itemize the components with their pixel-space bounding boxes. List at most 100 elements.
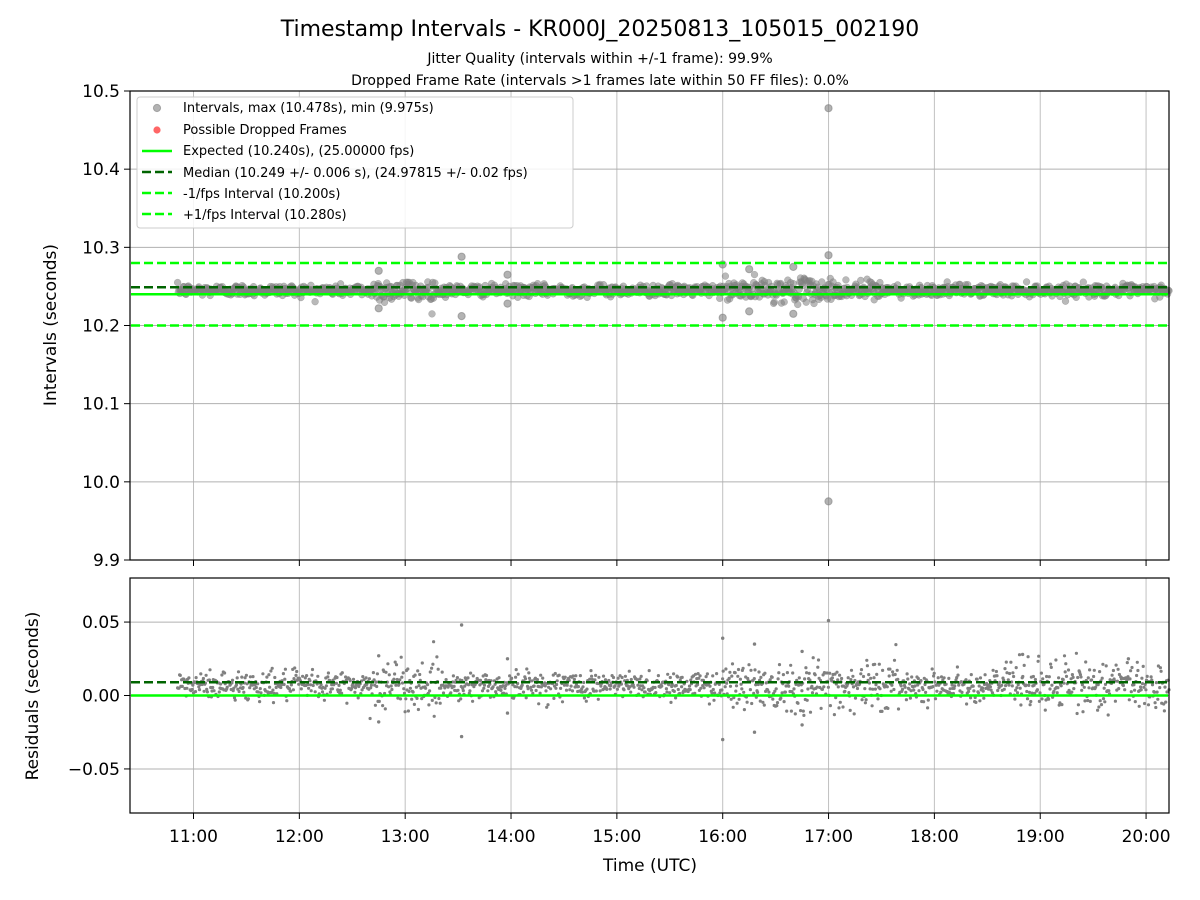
residual-point — [1145, 674, 1149, 679]
residual-point — [1025, 697, 1030, 701]
residual-point — [947, 676, 951, 681]
x-tick-label: 20:00 — [1122, 827, 1171, 847]
residual-point — [1153, 701, 1157, 705]
residual-point — [740, 687, 744, 691]
residual-point — [868, 687, 872, 691]
residual-point — [775, 704, 779, 708]
residual-point — [797, 683, 801, 687]
residual-point — [1154, 681, 1158, 685]
residual-point — [742, 690, 746, 694]
residual-point — [781, 673, 786, 677]
residual-point — [230, 678, 235, 682]
residual-point — [704, 675, 708, 679]
residual-point — [1010, 684, 1014, 688]
residual-point — [803, 677, 807, 681]
residual-point — [613, 684, 617, 688]
residual-point — [283, 677, 287, 681]
residual-point — [1062, 654, 1067, 658]
residual-point — [1047, 697, 1051, 701]
residual-point — [1025, 689, 1029, 694]
residual-point — [1129, 690, 1133, 694]
residual-point — [1055, 691, 1059, 695]
interval-outlier-point — [745, 307, 754, 316]
residual-point — [416, 669, 420, 673]
residual-point — [670, 682, 674, 687]
residual-point — [733, 671, 737, 675]
residual-point — [555, 679, 559, 683]
residual-point — [1024, 683, 1028, 687]
residual-point — [852, 712, 856, 716]
residual-point — [1056, 686, 1060, 690]
residual-point — [1029, 699, 1033, 704]
residual-point — [1054, 658, 1058, 662]
residual-point — [955, 676, 959, 680]
residual-point — [672, 672, 676, 676]
residual-point — [1155, 690, 1159, 694]
residual-outlier-point — [459, 734, 464, 739]
residual-point — [201, 676, 205, 681]
residual-point — [1044, 698, 1048, 702]
residual-point — [1092, 674, 1096, 679]
residual-point — [969, 696, 973, 700]
interval-point — [380, 298, 389, 307]
residual-point — [546, 703, 550, 707]
residual-point — [208, 668, 212, 672]
residual-point — [825, 671, 829, 675]
residual-point — [261, 672, 265, 676]
residual-point — [805, 698, 809, 702]
residual-point — [527, 671, 531, 675]
residual-point — [269, 690, 274, 695]
residual-point — [797, 676, 801, 680]
residual-point — [1132, 683, 1136, 687]
residual-point — [178, 673, 182, 678]
residual-point — [1041, 677, 1045, 681]
x-tick-label: 14:00 — [487, 827, 536, 847]
residual-point — [245, 682, 249, 686]
residual-point — [411, 690, 415, 694]
residual-point — [674, 683, 678, 688]
residual-point — [1133, 688, 1137, 692]
residual-point — [777, 663, 782, 667]
residual-point — [717, 682, 721, 687]
residual-point — [741, 666, 745, 670]
residual-point — [1140, 676, 1144, 680]
residual-point — [501, 684, 505, 688]
residual-point — [554, 686, 558, 690]
residual-point — [231, 689, 235, 693]
residual-point — [544, 689, 548, 693]
residual-point — [394, 683, 398, 687]
residual-point — [444, 678, 448, 682]
residual-point — [620, 675, 624, 680]
residual-point — [299, 687, 303, 691]
residual-point — [1133, 700, 1137, 704]
residual-point — [666, 672, 670, 676]
residual-point — [728, 670, 732, 674]
residual-point — [469, 671, 473, 675]
residual-point — [555, 682, 559, 687]
residual-point — [871, 687, 875, 691]
residual-point — [1032, 683, 1036, 687]
residual-point — [463, 684, 467, 688]
residual-point — [384, 670, 388, 674]
residual-point — [939, 690, 943, 694]
bottom-reference-lines — [131, 681, 1168, 697]
residual-point — [589, 669, 593, 673]
residual-point — [467, 683, 471, 687]
residual-point — [653, 685, 657, 690]
residual-point — [1048, 687, 1052, 691]
legend-label-plus-fps: +1/fps Interval (10.280s) — [183, 208, 347, 223]
residual-point — [930, 667, 934, 671]
residual-point — [456, 688, 460, 692]
residual-point — [230, 681, 234, 685]
residual-point — [326, 671, 330, 675]
residual-point — [1005, 671, 1009, 675]
residual-point — [715, 672, 719, 676]
residual-point — [974, 700, 978, 705]
residual-point — [687, 684, 692, 688]
residual-point — [274, 685, 278, 690]
residual-point — [875, 672, 879, 677]
residual-point — [816, 665, 820, 669]
residual-point — [234, 683, 239, 687]
residual-point — [271, 688, 275, 692]
residual-point — [758, 699, 762, 703]
